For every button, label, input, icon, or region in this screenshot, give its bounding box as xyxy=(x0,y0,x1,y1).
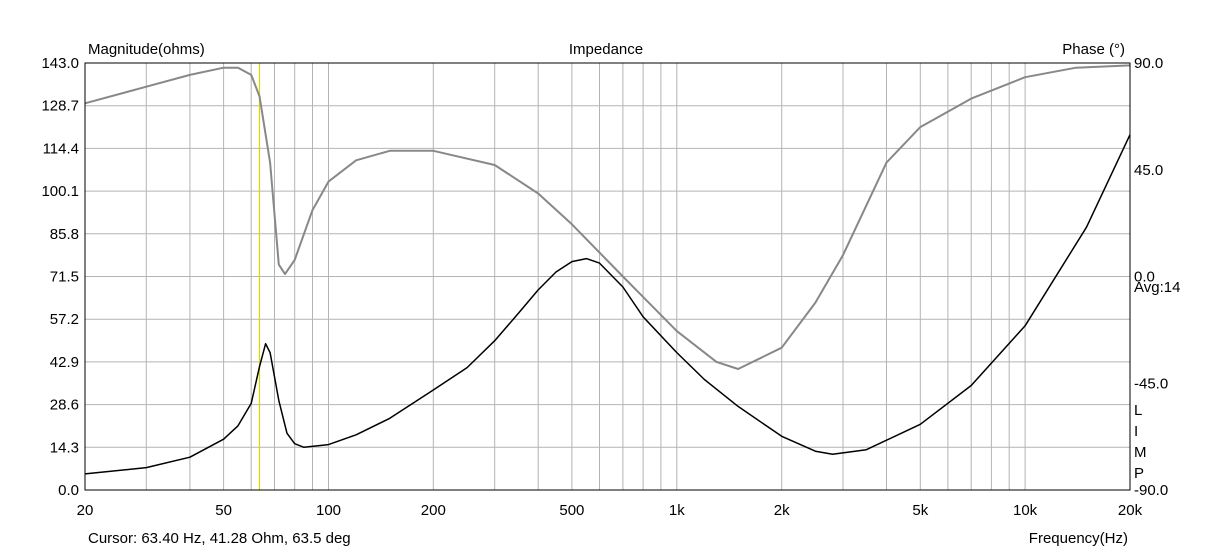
right-tick-label: 90.0 xyxy=(1134,55,1163,72)
x-tick-label: 2k xyxy=(774,502,790,519)
magnitude-series-line xyxy=(84,134,1131,475)
left-tick-label: 28.6 xyxy=(50,397,79,414)
x-tick-label: 100 xyxy=(316,502,341,519)
left-tick-label: 42.9 xyxy=(50,354,79,371)
limp-letter: P xyxy=(1134,465,1144,482)
x-tick-label: 500 xyxy=(559,502,584,519)
limp-letter: I xyxy=(1134,423,1138,440)
cursor-readout: Cursor: 63.40 Hz, 41.28 Ohm, 63.5 deg xyxy=(88,530,351,547)
left-tick-label: 0.0 xyxy=(58,482,79,499)
left-tick-label: 71.5 xyxy=(50,269,79,286)
x-tick-label: 50 xyxy=(215,502,232,519)
left-tick-labels: 143.0 128.7 114.4 100.1 85.8 71.5 57.2 42.9 28.6… xyxy=(41,55,79,499)
left-tick-label: 143.0 xyxy=(41,55,79,72)
left-tick-label: 128.7 xyxy=(41,98,79,115)
left-tick-label: 114.4 xyxy=(43,140,79,157)
chart-title: Impedance xyxy=(569,41,643,58)
right-axis-label: Phase (°) xyxy=(1062,41,1125,58)
x-axis-label: Frequency(Hz) xyxy=(1029,530,1128,547)
phase-series-line xyxy=(84,64,1131,370)
x-tick-label: 20k xyxy=(1118,502,1143,519)
limp-letter: M xyxy=(1134,444,1147,461)
left-tick-label: 57.2 xyxy=(50,311,79,328)
avg-annotation: Avg:14 xyxy=(1134,279,1180,296)
limp-annotation: L I M P xyxy=(1134,402,1147,482)
right-tick-labels: 90.0 45.0 0.0 -45.0 -90.0 xyxy=(1134,55,1168,499)
plot-frame xyxy=(84,62,1131,491)
x-tick-label: 1k xyxy=(669,502,685,519)
right-tick-label: 45.0 xyxy=(1134,162,1163,179)
right-tick-label: -45.0 xyxy=(1134,375,1168,392)
left-tick-label: 14.3 xyxy=(50,439,79,456)
x-tick-label: 200 xyxy=(421,502,446,519)
x-tick-label: 5k xyxy=(912,502,928,519)
limp-letter: L xyxy=(1134,402,1142,419)
x-tick-label: 10k xyxy=(1013,502,1038,519)
x-tick-label: 20 xyxy=(77,502,94,519)
left-tick-label: 100.1 xyxy=(41,183,79,200)
right-tick-label: -90.0 xyxy=(1134,482,1168,499)
right-tick-label: 0.0 xyxy=(1134,269,1155,286)
left-tick-label: 85.8 xyxy=(50,226,79,243)
left-axis-label: Magnitude(ohms) xyxy=(88,41,205,58)
x-tick-labels: 20 50 100 200 500 1k 2k 5k 10k 20k xyxy=(77,502,1143,519)
